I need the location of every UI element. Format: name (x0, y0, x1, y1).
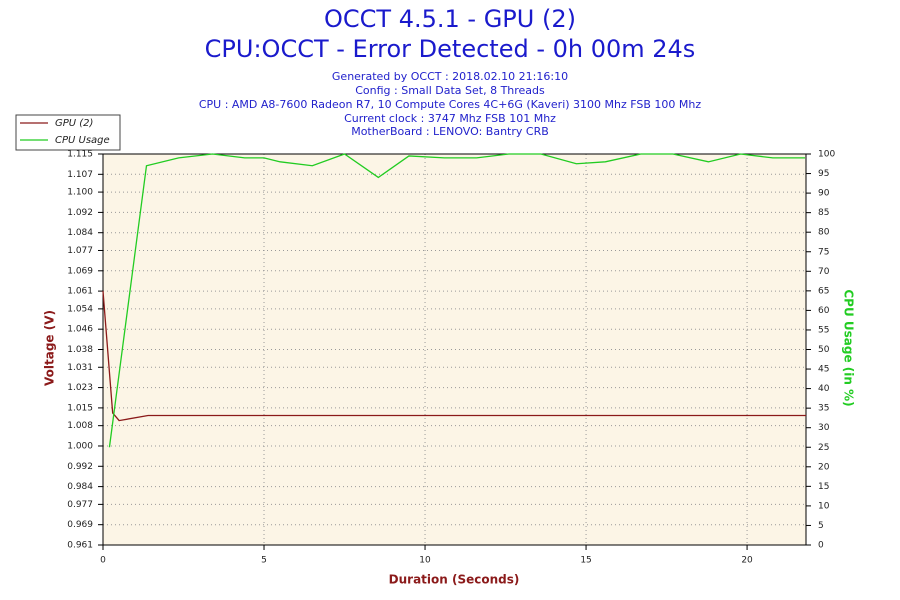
legend-box (15, 114, 121, 151)
info-line: Generated by OCCT : 2018.02.10 21:16:10 (332, 70, 568, 83)
y-tick-label: 1.107 (67, 170, 93, 180)
legend-label: CPU Usage (55, 135, 110, 146)
y2-tick-label: 0 (818, 541, 824, 551)
y2-tick-label: 10 (818, 501, 830, 511)
plot-border (102, 153, 807, 546)
x-tick-label: 15 (580, 556, 591, 566)
y-tick-label: 1.069 (67, 266, 93, 276)
plot-area (103, 154, 806, 545)
y2-tick-label: 70 (818, 267, 830, 277)
info-line: MotherBoard : LENOVO: Bantry CRB (351, 125, 549, 138)
y-tick-label: 1.054 (67, 304, 93, 314)
y-tick-label: 1.046 (67, 325, 93, 335)
y2-tick-label: 45 (818, 365, 829, 375)
y2-tick-label: 85 (818, 208, 829, 218)
y-tick-label: 1.000 (67, 441, 93, 451)
y-tick-label: 1.092 (67, 208, 93, 218)
chart-title: OCCT 4.5.1 - GPU (2) (324, 5, 576, 33)
y-tick-label: 1.008 (67, 421, 93, 431)
y-tick-label: 0.992 (67, 462, 93, 472)
legend: GPU (2) CPU Usage (15, 114, 121, 151)
y2-tick-label: 60 (818, 306, 830, 316)
y-tick-label: 0.961 (67, 541, 93, 551)
info-line: Config : Small Data Set, 8 Threads (355, 84, 545, 97)
y-tick-label: 0.984 (67, 482, 93, 492)
y2-axis-label: CPU Usage (in %) (842, 289, 856, 406)
x-axis-label: Duration (Seconds) (389, 573, 520, 587)
y2-tick-label: 30 (818, 423, 830, 433)
series-line (102, 291, 806, 422)
y2-tick-label: 95 (818, 169, 829, 179)
y2-tick-label: 50 (818, 345, 830, 355)
y2-tick-label: 65 (818, 286, 829, 296)
y2-tick-label: 75 (818, 247, 829, 257)
legend-label: GPU (2) (55, 118, 93, 129)
series-line (108, 153, 806, 448)
y2-tick-label: 40 (818, 384, 830, 394)
y-tick-label: 1.084 (67, 228, 93, 238)
y2-tick-label: 35 (818, 404, 829, 414)
y2-tick-label: 20 (818, 462, 830, 472)
y2-tick-label: 55 (818, 325, 829, 335)
x-tick-label: 5 (261, 556, 267, 566)
info-line: CPU : AMD A8-7600 Radeon R7, 10 Compute … (199, 98, 702, 111)
chart-subtitle: CPU:OCCT - Error Detected - 0h 00m 24s (205, 35, 696, 63)
y-tick-label: 1.115 (67, 150, 93, 160)
y-axis-label: Voltage (V) (43, 310, 57, 386)
x-tick-label: 0 (100, 556, 106, 566)
y-tick-label: 1.015 (67, 403, 93, 413)
info-line: Current clock : 3747 Mhz FSB 101 Mhz (344, 112, 556, 125)
y-tick-label: 1.100 (67, 188, 93, 198)
y-tick-label: 1.038 (67, 345, 93, 355)
y-tick-label: 1.061 (67, 287, 93, 297)
y2-tick-label: 100 (818, 150, 835, 160)
y2-tick-label: 5 (818, 521, 824, 531)
y2-tick-label: 80 (818, 228, 830, 238)
y-tick-label: 0.977 (67, 500, 93, 510)
y-tick-label: 1.077 (67, 246, 93, 256)
y-tick-label: 0.969 (67, 520, 93, 530)
x-tick-label: 20 (741, 556, 753, 566)
x-tick-label: 10 (419, 556, 431, 566)
y-tick-label: 1.023 (67, 383, 93, 393)
y2-tick-label: 15 (818, 482, 829, 492)
y2-tick-label: 25 (818, 443, 829, 453)
y-tick-label: 1.031 (67, 363, 93, 373)
y2-tick-label: 90 (818, 189, 830, 199)
